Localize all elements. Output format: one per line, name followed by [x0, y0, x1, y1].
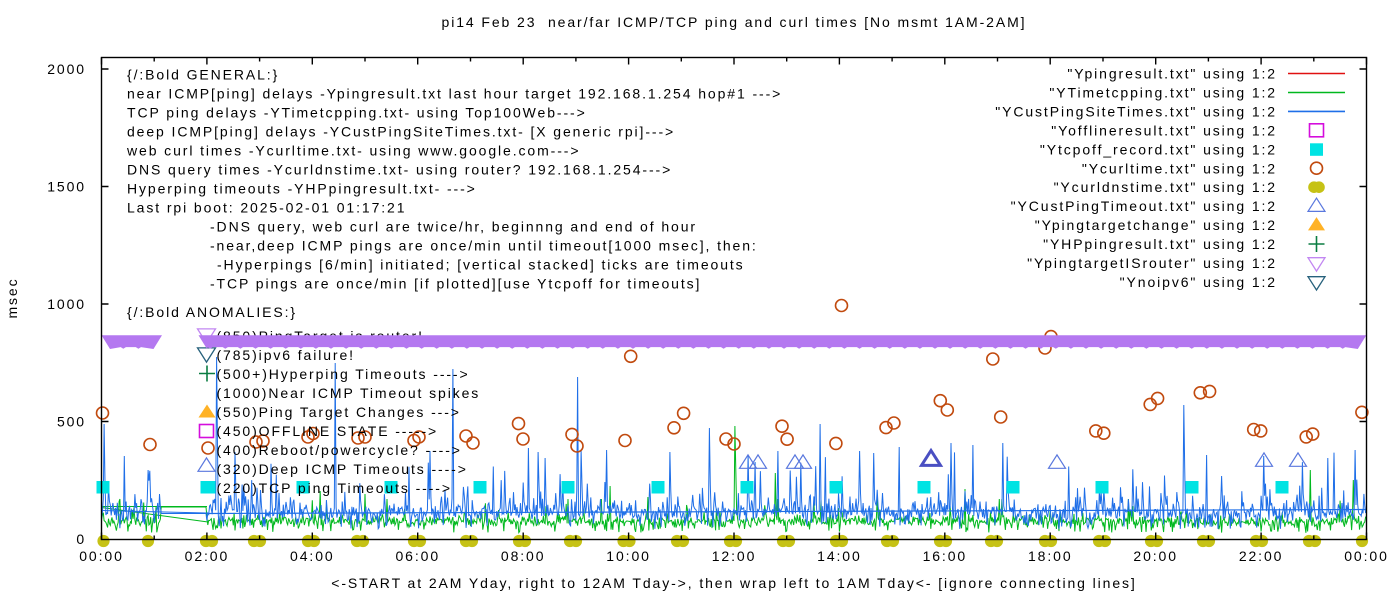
svg-text:12:00: 12:00 — [712, 548, 757, 564]
svg-text:DNS query times -Ycurldnstime.: DNS query times -Ycurldnstime.txt- using… — [127, 161, 672, 177]
svg-text:16:00: 16:00 — [923, 548, 968, 564]
svg-text:04:00: 04:00 — [290, 548, 335, 564]
svg-text:00:00: 00:00 — [1344, 548, 1389, 564]
svg-text:"YTimetcpping.txt" using 1:2: "YTimetcpping.txt" using 1:2 — [1049, 84, 1277, 100]
svg-text:2000: 2000 — [47, 61, 86, 77]
svg-text:"Ypingtargetchange" using 1:2: "Ypingtargetchange" using 1:2 — [1035, 217, 1277, 233]
svg-text:"YCustPingTimeout.txt" using 1: "YCustPingTimeout.txt" using 1:2 — [1011, 198, 1277, 214]
svg-text:{/:Bold ANOMALIES:}: {/:Bold ANOMALIES:} — [127, 304, 297, 320]
svg-text:(400)Reboot/powercycle? ---->: (400)Reboot/powercycle? ----> — [217, 442, 462, 458]
svg-text:"YHPpingresult.txt" using 1:2: "YHPpingresult.txt" using 1:2 — [1043, 236, 1277, 252]
svg-text:-TCP pings are once/min [if pl: -TCP pings are once/min [if plotted][use… — [210, 275, 701, 291]
svg-text:Last rpi boot: 2025-02-01 01:1: Last rpi boot: 2025-02-01 01:17:21 — [127, 199, 406, 215]
svg-text:{/:Bold GENERAL:}: {/:Bold GENERAL:} — [127, 66, 279, 82]
svg-text:0: 0 — [76, 531, 86, 547]
svg-text:-near,deep ICMP pings are once: -near,deep ICMP pings are once/min until… — [210, 237, 758, 253]
svg-text:06:00: 06:00 — [395, 548, 440, 564]
svg-text:10:00: 10:00 — [606, 548, 651, 564]
svg-text:<-START at 2AM Yday, right to: <-START at 2AM Yday, right to 12AM Tday-… — [331, 575, 1136, 591]
svg-text:02:00: 02:00 — [185, 548, 230, 564]
svg-text:deep ICMP[ping] delays -YCustP: deep ICMP[ping] delays -YCustPingSiteTim… — [127, 123, 675, 139]
svg-text:(500+)Hyperping Timeouts ---->: (500+)Hyperping Timeouts ----> — [217, 366, 470, 382]
svg-text:near ICMP[ping] delays -Ypingr: near ICMP[ping] delays -Ypingresult.txt … — [127, 85, 782, 101]
svg-text:"Ynoipv6" using 1:2: "Ynoipv6" using 1:2 — [1120, 274, 1277, 290]
svg-text:(320)Deep ICMP Timeouts ---->: (320)Deep ICMP Timeouts ----> — [217, 461, 468, 477]
svg-text:pi14 Feb 23 near/far ICMP/TCP: pi14 Feb 23 near/far ICMP/TCP ping and c… — [442, 14, 1027, 30]
svg-text:08:00: 08:00 — [501, 548, 546, 564]
svg-text:20:00: 20:00 — [1133, 548, 1178, 564]
svg-text:(785)ipv6 failure!: (785)ipv6 failure! — [217, 347, 355, 363]
svg-text:-DNS query, web curl are twice: -DNS query, web curl are twice/hr, begin… — [210, 218, 697, 234]
svg-text:(450)OFFLINE STATE ----->: (450)OFFLINE STATE -----> — [217, 423, 439, 439]
svg-text:14:00: 14:00 — [817, 548, 862, 564]
svg-text:00:00: 00:00 — [79, 548, 124, 564]
svg-text:1500: 1500 — [47, 179, 86, 195]
svg-text:"YpingtargetISrouter" using 1:: "YpingtargetISrouter" using 1:2 — [1027, 255, 1277, 271]
svg-text:(550)Ping Target Changes --->: (550)Ping Target Changes ---> — [217, 404, 461, 420]
svg-text:22:00: 22:00 — [1239, 548, 1284, 564]
svg-text:TCP ping delays -YTimetcpping.: TCP ping delays -YTimetcpping.txt- using… — [127, 104, 587, 120]
svg-text:1000: 1000 — [47, 296, 86, 312]
svg-text:"YCustPingSiteTimes.txt" using: "YCustPingSiteTimes.txt" using 1:2 — [995, 103, 1277, 119]
svg-text:"Ytcpoff_record.txt" using 1:2: "Ytcpoff_record.txt" using 1:2 — [1040, 141, 1277, 157]
svg-text:"Ypingresult.txt" using 1:2: "Ypingresult.txt" using 1:2 — [1067, 66, 1277, 82]
svg-text:(220)TCP ping Timeouts ---->: (220)TCP ping Timeouts ----> — [217, 480, 452, 496]
svg-text:Hyperping timeouts -YHPpingres: Hyperping timeouts -YHPpingresult.txt- -… — [127, 180, 477, 196]
svg-text:500: 500 — [57, 414, 86, 430]
svg-text:msec: msec — [4, 277, 20, 318]
svg-text:(1000)Near ICMP Timeout spikes: (1000)Near ICMP Timeout spikes — [217, 385, 481, 401]
svg-text:18:00: 18:00 — [1028, 548, 1073, 564]
svg-text:"Ycurltime.txt" using 1:2: "Ycurltime.txt" using 1:2 — [1082, 160, 1277, 176]
svg-text:"Yofflineresult.txt" using 1:2: "Yofflineresult.txt" using 1:2 — [1051, 122, 1277, 138]
svg-text:web curl times -Ycurltime.txt-: web curl times -Ycurltime.txt- using www… — [126, 142, 580, 158]
svg-text:"Ycurldnstime.txt" using 1:2: "Ycurldnstime.txt" using 1:2 — [1054, 179, 1277, 195]
svg-text:-Hyperpings [6/min] initiated;: -Hyperpings [6/min] initiated; [vertical… — [217, 256, 745, 272]
